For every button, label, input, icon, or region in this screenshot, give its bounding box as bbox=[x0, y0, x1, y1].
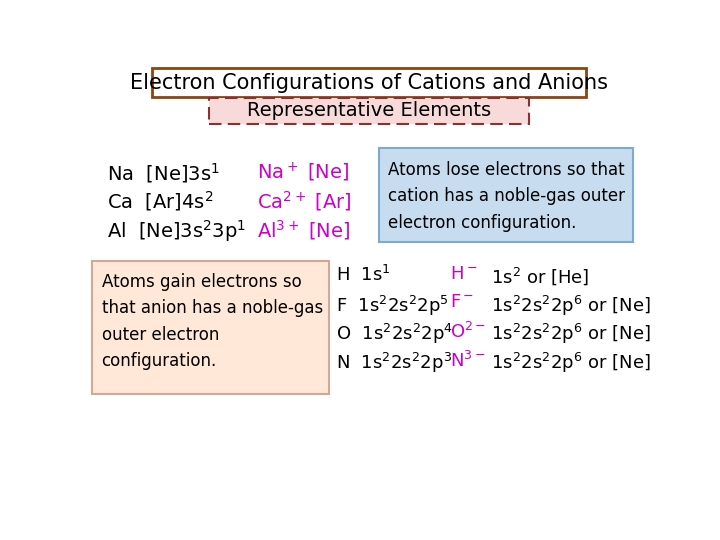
Text: Ca  [Ar]4s$^2$: Ca [Ar]4s$^2$ bbox=[107, 190, 214, 213]
Text: Atoms lose electrons so that
cation has a noble-gas outer
electron configuration: Atoms lose electrons so that cation has … bbox=[388, 161, 626, 232]
Text: H$^-$: H$^-$ bbox=[451, 265, 478, 283]
Text: 1s$^2$2s$^2$2p$^6$ or [Ne]: 1s$^2$2s$^2$2p$^6$ or [Ne] bbox=[480, 350, 651, 375]
Text: F$^-$: F$^-$ bbox=[451, 294, 474, 312]
Text: Al  [Ne]3s$^2$3p$^1$: Al [Ne]3s$^2$3p$^1$ bbox=[107, 218, 246, 244]
Text: Na  [Ne]3s$^1$: Na [Ne]3s$^1$ bbox=[107, 161, 220, 185]
Text: H  1s$^1$: H 1s$^1$ bbox=[336, 265, 391, 285]
Text: 1s$^2$ or [He]: 1s$^2$ or [He] bbox=[480, 265, 589, 287]
Text: Electron Configurations of Cations and Anions: Electron Configurations of Cations and A… bbox=[130, 72, 608, 92]
FancyBboxPatch shape bbox=[209, 98, 529, 124]
Text: N$^{3-}$: N$^{3-}$ bbox=[451, 350, 486, 370]
Text: Na$^+$ [Ne]: Na$^+$ [Ne] bbox=[256, 161, 349, 184]
Text: Representative Elements: Representative Elements bbox=[247, 102, 491, 120]
Text: 1s$^2$2s$^2$2p$^6$ or [Ne]: 1s$^2$2s$^2$2p$^6$ or [Ne] bbox=[480, 322, 651, 346]
Text: Atoms gain electrons so
that anion has a noble-gas
outer electron
configuration.: Atoms gain electrons so that anion has a… bbox=[102, 273, 323, 370]
Text: N  1s$^2$2s$^2$2p$^3$: N 1s$^2$2s$^2$2p$^3$ bbox=[336, 350, 452, 375]
Text: Ca$^{2+}$ [Ar]: Ca$^{2+}$ [Ar] bbox=[256, 190, 351, 213]
Text: O$^{2-}$: O$^{2-}$ bbox=[451, 322, 487, 342]
FancyBboxPatch shape bbox=[379, 148, 634, 242]
Text: Al$^{3+}$ [Ne]: Al$^{3+}$ [Ne] bbox=[256, 218, 350, 242]
FancyBboxPatch shape bbox=[152, 68, 586, 97]
Text: F  1s$^2$2s$^2$2p$^5$: F 1s$^2$2s$^2$2p$^5$ bbox=[336, 294, 449, 318]
Text: 1s$^2$2s$^2$2p$^6$ or [Ne]: 1s$^2$2s$^2$2p$^6$ or [Ne] bbox=[480, 294, 651, 318]
FancyBboxPatch shape bbox=[92, 261, 329, 394]
Text: O  1s$^2$2s$^2$2p$^4$: O 1s$^2$2s$^2$2p$^4$ bbox=[336, 322, 454, 346]
